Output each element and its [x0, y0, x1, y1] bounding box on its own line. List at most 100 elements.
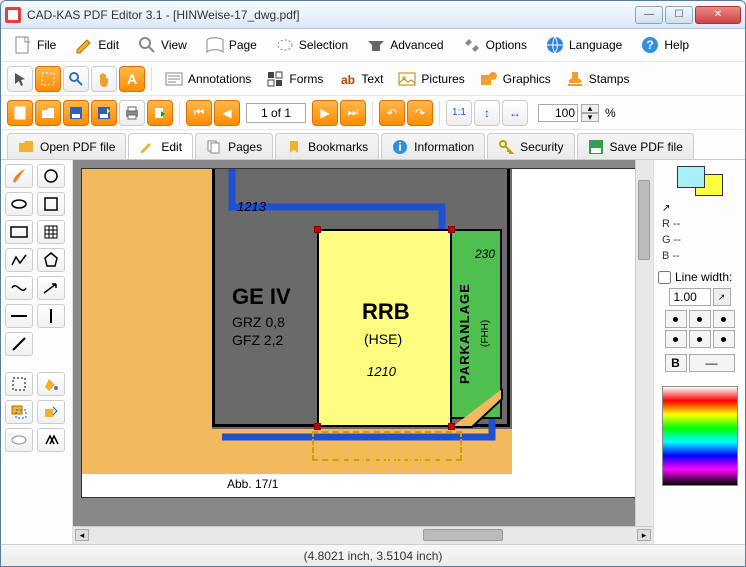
- graphics-button[interactable]: Graphics: [473, 69, 557, 89]
- tab-pages[interactable]: Pages: [195, 133, 273, 159]
- menu-advanced[interactable]: Advanced: [360, 33, 449, 57]
- pointer-button[interactable]: [7, 66, 33, 92]
- color-picker[interactable]: [662, 386, 738, 486]
- hscroll-left[interactable]: ◂: [75, 529, 89, 541]
- close-button[interactable]: ✕: [695, 6, 741, 24]
- handle-bl[interactable]: [314, 423, 321, 430]
- linewidth-check[interactable]: [658, 271, 671, 284]
- menu-help[interactable]: ?Help: [634, 33, 695, 57]
- swatch-fg[interactable]: [677, 166, 705, 188]
- fit-page-button[interactable]: ↔: [502, 100, 528, 126]
- tool-rect[interactable]: [5, 220, 33, 244]
- tool-curve[interactable]: [5, 276, 33, 300]
- tool-chevrons[interactable]: [37, 428, 65, 452]
- page-input[interactable]: [246, 103, 306, 123]
- vscroll-thumb[interactable]: [638, 180, 650, 260]
- tool-transform[interactable]: [37, 400, 65, 424]
- tab-edit[interactable]: Edit: [128, 133, 193, 159]
- anchor-tr[interactable]: [713, 310, 735, 328]
- prev-page-button[interactable]: ◀: [214, 100, 240, 126]
- menu-view[interactable]: View: [131, 33, 193, 57]
- style-wide[interactable]: —: [689, 354, 735, 372]
- key-icon: [498, 139, 514, 155]
- tab-security[interactable]: Security: [487, 133, 574, 159]
- anchor-mc[interactable]: [689, 330, 711, 348]
- anchor-mr[interactable]: [713, 330, 735, 348]
- fit-11-button[interactable]: 1:1: [446, 100, 472, 126]
- menu-selection[interactable]: Selection: [269, 33, 354, 57]
- tool-ellipse[interactable]: [5, 192, 33, 216]
- first-page-button[interactable]: ⏮: [186, 100, 212, 126]
- fit-width-button[interactable]: ↕: [474, 100, 500, 126]
- forms-button[interactable]: Forms: [259, 69, 329, 89]
- saveas-button[interactable]: [91, 100, 117, 126]
- export-button[interactable]: [147, 100, 173, 126]
- tool-circle[interactable]: [37, 164, 65, 188]
- select-rect-button[interactable]: [35, 66, 61, 92]
- style-bold[interactable]: B: [665, 354, 687, 372]
- hscroll-right[interactable]: ▸: [637, 529, 651, 541]
- minimize-button[interactable]: —: [635, 6, 663, 24]
- help-icon: ?: [640, 35, 660, 55]
- swap-icon[interactable]: ↗: [662, 203, 670, 214]
- anchor-tl[interactable]: [665, 310, 687, 328]
- tool-marquee[interactable]: [5, 372, 33, 396]
- zoom-button[interactable]: [63, 66, 89, 92]
- annotations-button[interactable]: Annotations: [158, 69, 257, 89]
- menu-language[interactable]: Language: [539, 33, 628, 57]
- menu-page[interactable]: Page: [199, 33, 263, 57]
- pictures-button[interactable]: Pictures: [391, 69, 470, 89]
- zoom-down[interactable]: ▾: [581, 113, 599, 122]
- open-button[interactable]: [35, 100, 61, 126]
- vertical-scrollbar[interactable]: [635, 160, 653, 526]
- tool-brush[interactable]: [5, 164, 33, 188]
- tab-open[interactable]: Open PDF file: [7, 133, 126, 159]
- stamps-button[interactable]: Stamps: [559, 69, 636, 89]
- tab-bookmarks[interactable]: Bookmarks: [275, 133, 379, 159]
- tool-grid[interactable]: [37, 220, 65, 244]
- horizontal-scrollbar[interactable]: ◂ ▸: [73, 526, 653, 544]
- tool-line[interactable]: [5, 332, 33, 356]
- tool-select-shape[interactable]: [5, 400, 33, 424]
- text-button[interactable]: abText: [331, 69, 389, 89]
- next-page-button[interactable]: ▶: [312, 100, 338, 126]
- toolbar-annotations: A Annotations Forms abText Pictures Grap…: [1, 61, 745, 95]
- fit-page-icon: ↔: [509, 106, 521, 120]
- maximize-button[interactable]: ☐: [665, 6, 693, 24]
- tool-fill[interactable]: [37, 372, 65, 396]
- save-button[interactable]: [63, 100, 89, 126]
- zoom-input[interactable]: [538, 104, 578, 122]
- anchor-tc[interactable]: [689, 310, 711, 328]
- linewidth-input[interactable]: [669, 288, 711, 306]
- menu-options[interactable]: Options: [456, 33, 533, 57]
- hand-button[interactable]: [91, 66, 117, 92]
- last-page-button[interactable]: ⏭: [340, 100, 366, 126]
- tool-square[interactable]: [37, 192, 65, 216]
- linewidth-preset[interactable]: ↗: [713, 288, 731, 306]
- canvas[interactable]: 1213 GE IV GRZ 0,8 GFZ 2,2 RRB (HSE) 121…: [73, 160, 635, 526]
- next-icon: ▶: [320, 106, 329, 120]
- handle-tr[interactable]: [448, 226, 455, 233]
- redo-button[interactable]: ↷: [407, 100, 433, 126]
- tool-arrow[interactable]: [37, 276, 65, 300]
- menu-edit[interactable]: Edit: [68, 33, 125, 57]
- handle-tl[interactable]: [314, 226, 321, 233]
- pictures-icon: [397, 69, 417, 89]
- yellow-rect[interactable]: [317, 229, 452, 427]
- tab-information[interactable]: iInformation: [381, 133, 485, 159]
- handle-br[interactable]: [448, 423, 455, 430]
- new-button[interactable]: [7, 100, 33, 126]
- tool-hline[interactable]: [5, 304, 33, 328]
- undo-button[interactable]: ↶: [379, 100, 405, 126]
- tool-erase[interactable]: [5, 428, 33, 452]
- hscroll-thumb[interactable]: [423, 529, 503, 541]
- label-grz: GRZ 0,8: [232, 314, 285, 330]
- menu-file[interactable]: File: [7, 33, 62, 57]
- print-button[interactable]: [119, 100, 145, 126]
- text-tool-button[interactable]: A: [119, 66, 145, 92]
- tool-vline[interactable]: [37, 304, 65, 328]
- tab-save[interactable]: Save PDF file: [577, 133, 694, 159]
- tool-polyline[interactable]: [5, 248, 33, 272]
- tool-polygon[interactable]: [37, 248, 65, 272]
- anchor-ml[interactable]: [665, 330, 687, 348]
